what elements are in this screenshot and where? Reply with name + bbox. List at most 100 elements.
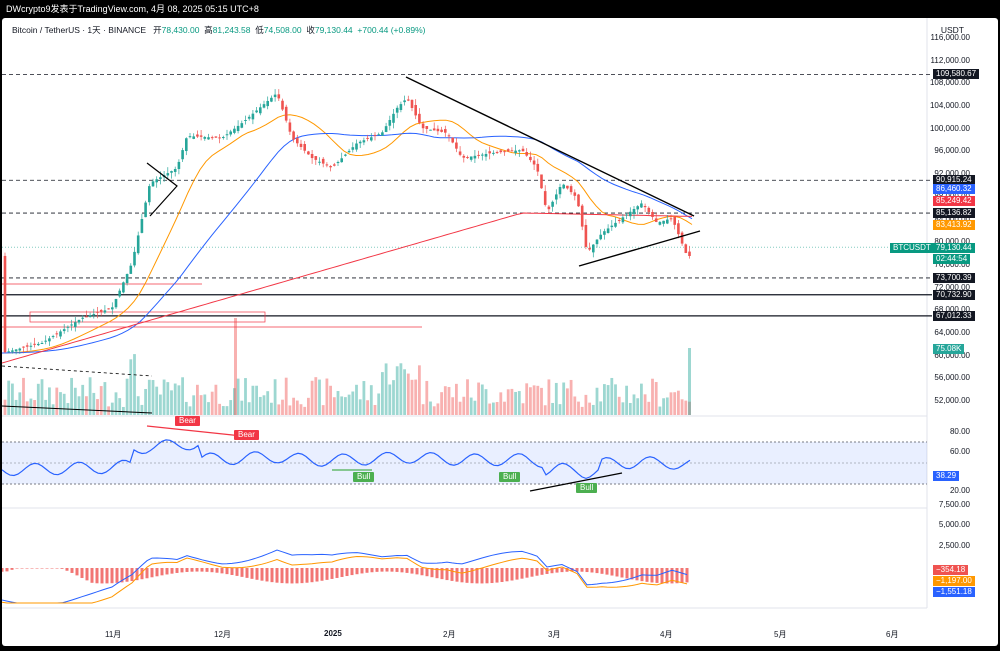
volume-bar — [636, 398, 640, 415]
candle-body — [185, 138, 188, 152]
candle-body — [151, 181, 155, 187]
zone-box — [29, 311, 266, 323]
bull-label: Bull — [576, 483, 598, 493]
volume-bar — [44, 399, 48, 415]
candle-body — [240, 123, 244, 128]
candle-body — [669, 218, 673, 220]
macd-histogram-bar — [175, 568, 179, 573]
candle-body — [251, 113, 255, 120]
tradingview-logo[interactable]: ◢◣ TradingView — [8, 634, 74, 645]
macd-histogram-bar — [55, 568, 59, 569]
volume-bar — [569, 379, 573, 415]
volume-bar — [288, 405, 292, 415]
candle-body — [636, 206, 639, 210]
volume-bar — [614, 384, 617, 415]
volume-bar — [451, 397, 455, 415]
bull-label: Bull — [353, 472, 375, 482]
candle-body — [103, 310, 107, 313]
volume-bar — [203, 394, 207, 415]
currency-label[interactable]: USDT — [940, 25, 964, 35]
volume-bar — [373, 404, 377, 415]
macd-histogram-bar — [385, 568, 389, 572]
macd-histogram-bar — [30, 568, 34, 569]
volume-bar — [610, 377, 614, 415]
ma-blue — [2, 132, 693, 354]
price-tag: 73,700.39 — [933, 272, 975, 283]
volume-bar — [40, 379, 44, 415]
volume-bar — [73, 387, 77, 415]
last-price-value: 79,130.44 — [933, 243, 975, 253]
candle-body — [66, 326, 70, 328]
volume-bar — [85, 396, 88, 415]
candle-body — [40, 343, 44, 344]
macd-histogram-bar — [665, 568, 669, 584]
candle-body — [569, 186, 573, 193]
macd-histogram-bar — [485, 568, 489, 584]
macd-histogram-bar — [20, 568, 24, 569]
volume-bar — [310, 380, 314, 415]
macd-histogram-bar — [265, 568, 269, 582]
candle-body — [518, 150, 521, 152]
candle-body — [225, 134, 229, 136]
candle-body — [37, 343, 40, 346]
candle-body — [673, 217, 676, 225]
candle-body — [262, 104, 266, 108]
candle-body — [377, 134, 380, 136]
volume-bar — [336, 391, 340, 415]
volume-bar — [517, 391, 521, 415]
time-axis-label: 12月 — [214, 630, 231, 639]
candle-body — [281, 100, 284, 110]
volume-bar — [525, 383, 529, 415]
price-tag: 86,460.32 — [933, 184, 975, 194]
macd-histogram-bar — [490, 568, 494, 584]
candle-body — [484, 154, 488, 157]
volume-bar — [281, 399, 284, 415]
candle-body — [529, 156, 532, 161]
macd-histogram-bar — [350, 568, 354, 576]
macd-histogram-bar — [605, 568, 609, 575]
volume-bar — [425, 380, 429, 415]
volume-bar — [588, 402, 591, 415]
volume-bar — [418, 365, 421, 415]
time-axis-label: 6月 — [886, 630, 899, 639]
price-chart[interactable] — [2, 18, 998, 646]
candle-body — [118, 290, 121, 297]
volume-bar — [162, 379, 166, 415]
macd-histogram-bar — [570, 568, 574, 572]
candle-body — [540, 174, 543, 189]
macd-histogram-bar — [535, 568, 539, 576]
macd-histogram-bar — [165, 568, 169, 575]
macd-histogram-bar — [500, 568, 504, 583]
volume-bar — [55, 387, 59, 415]
macd-histogram-bar — [15, 568, 19, 569]
price-axis-label: 60,000.00 — [934, 350, 970, 360]
candle-body — [74, 322, 77, 328]
price-axis-label: 116,000.00 — [930, 33, 970, 42]
volume-bar — [144, 388, 147, 415]
candle-body — [329, 166, 332, 168]
volume-bar — [240, 400, 244, 415]
volume-bar — [221, 406, 225, 415]
ascending-trendline — [578, 230, 701, 267]
macd-histogram-bar — [425, 568, 429, 577]
open-value: 78,430.00 — [161, 25, 200, 35]
macd-histogram-bar — [415, 568, 419, 575]
candle-body — [244, 120, 247, 121]
price-tag: 67,012.33 — [933, 310, 975, 321]
candle-body — [592, 244, 595, 253]
ma-red — [2, 212, 693, 364]
volume-bar — [414, 379, 418, 415]
descending-trendline — [405, 76, 695, 217]
volume-bar — [155, 386, 159, 415]
volume-bar — [358, 399, 362, 415]
macd-histogram-bar — [235, 568, 239, 576]
volume-bar — [14, 399, 18, 415]
volume-bar — [295, 400, 299, 415]
volume-bar — [640, 383, 643, 415]
candle-body — [33, 343, 36, 345]
macd-histogram-bar — [160, 568, 164, 576]
candle-body — [477, 154, 480, 156]
volume-bar — [166, 382, 170, 415]
volume-bar — [388, 384, 392, 415]
chart-area[interactable]: Bitcoin / TetherUS · 1天 · BINANCE 开78,43… — [2, 18, 998, 646]
